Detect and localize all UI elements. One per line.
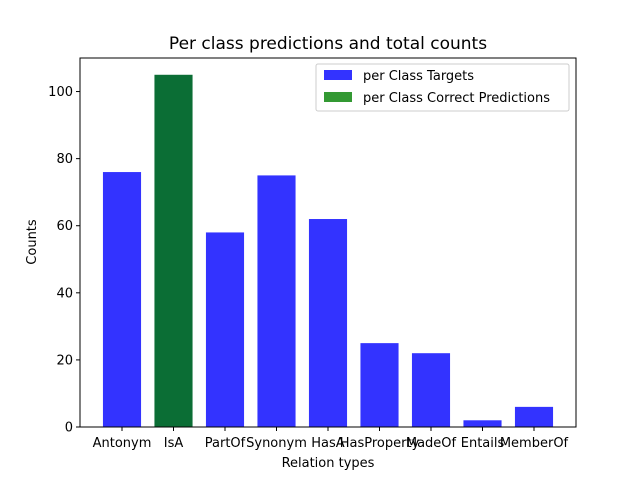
- legend-label-correct: per Class Correct Predictions: [363, 91, 550, 106]
- bar-per-class-targets-madeof: [411, 353, 451, 427]
- bar-per-class-targets-hasa: [308, 219, 348, 427]
- bar-per-class-targets-antonym: [102, 172, 142, 427]
- bar-per-class-targets-entails: [463, 420, 502, 427]
- bar-per-class-targets-partof: [205, 232, 245, 427]
- x-tick-label-entails: Entails: [461, 436, 505, 451]
- y-tick-label: 0: [65, 421, 73, 436]
- bar-per-class-targets-memberof: [514, 406, 554, 427]
- chart-title: Per class predictions and total counts: [169, 34, 487, 54]
- x-tick-label-madeof: MadeOf: [406, 436, 457, 451]
- x-tick-label-partof: PartOf: [205, 436, 246, 451]
- legend-box: [315, 63, 570, 112]
- y-tick-label: 80: [56, 152, 73, 167]
- x-tick-label-synonym: Synonym: [246, 436, 307, 451]
- bar-per-class-targets-hasproperty: [360, 343, 399, 427]
- y-tick-label: 20: [56, 353, 73, 368]
- x-tick-label-isa: IsA: [164, 436, 184, 451]
- y-axis-label: Counts: [25, 219, 40, 265]
- legend-label-targets: per Class Targets: [363, 69, 474, 84]
- y-tick-label: 100: [48, 85, 73, 100]
- x-axis-ticks: Antonym IsA PartOf Synonym HasAHasPropertyMa…: [93, 427, 569, 451]
- y-tick-label: 60: [56, 219, 73, 234]
- x-axis-label: Relation types: [282, 456, 375, 471]
- y-tick-label: 40: [56, 286, 73, 301]
- bar-per-class-correct-predictions-isa: [154, 74, 193, 427]
- x-tick-label-hasa: HasA: [311, 436, 345, 451]
- x-tick-label-hasproperty: HasProperty: [340, 436, 420, 451]
- legend: per Class Targets per Class Correct Pred…: [315, 63, 570, 112]
- y-axis-ticks: 0 20 40 60 80 100: [48, 85, 80, 436]
- x-tick-label-memberof: MemberOf: [500, 436, 569, 451]
- bar-per-class-targets-synonym: [257, 175, 296, 427]
- x-tick-label-antonym: Antonym: [93, 436, 152, 451]
- legend-swatch-targets: [324, 70, 352, 80]
- legend-swatch-correct: [324, 92, 352, 102]
- bars-layer: [102, 74, 554, 427]
